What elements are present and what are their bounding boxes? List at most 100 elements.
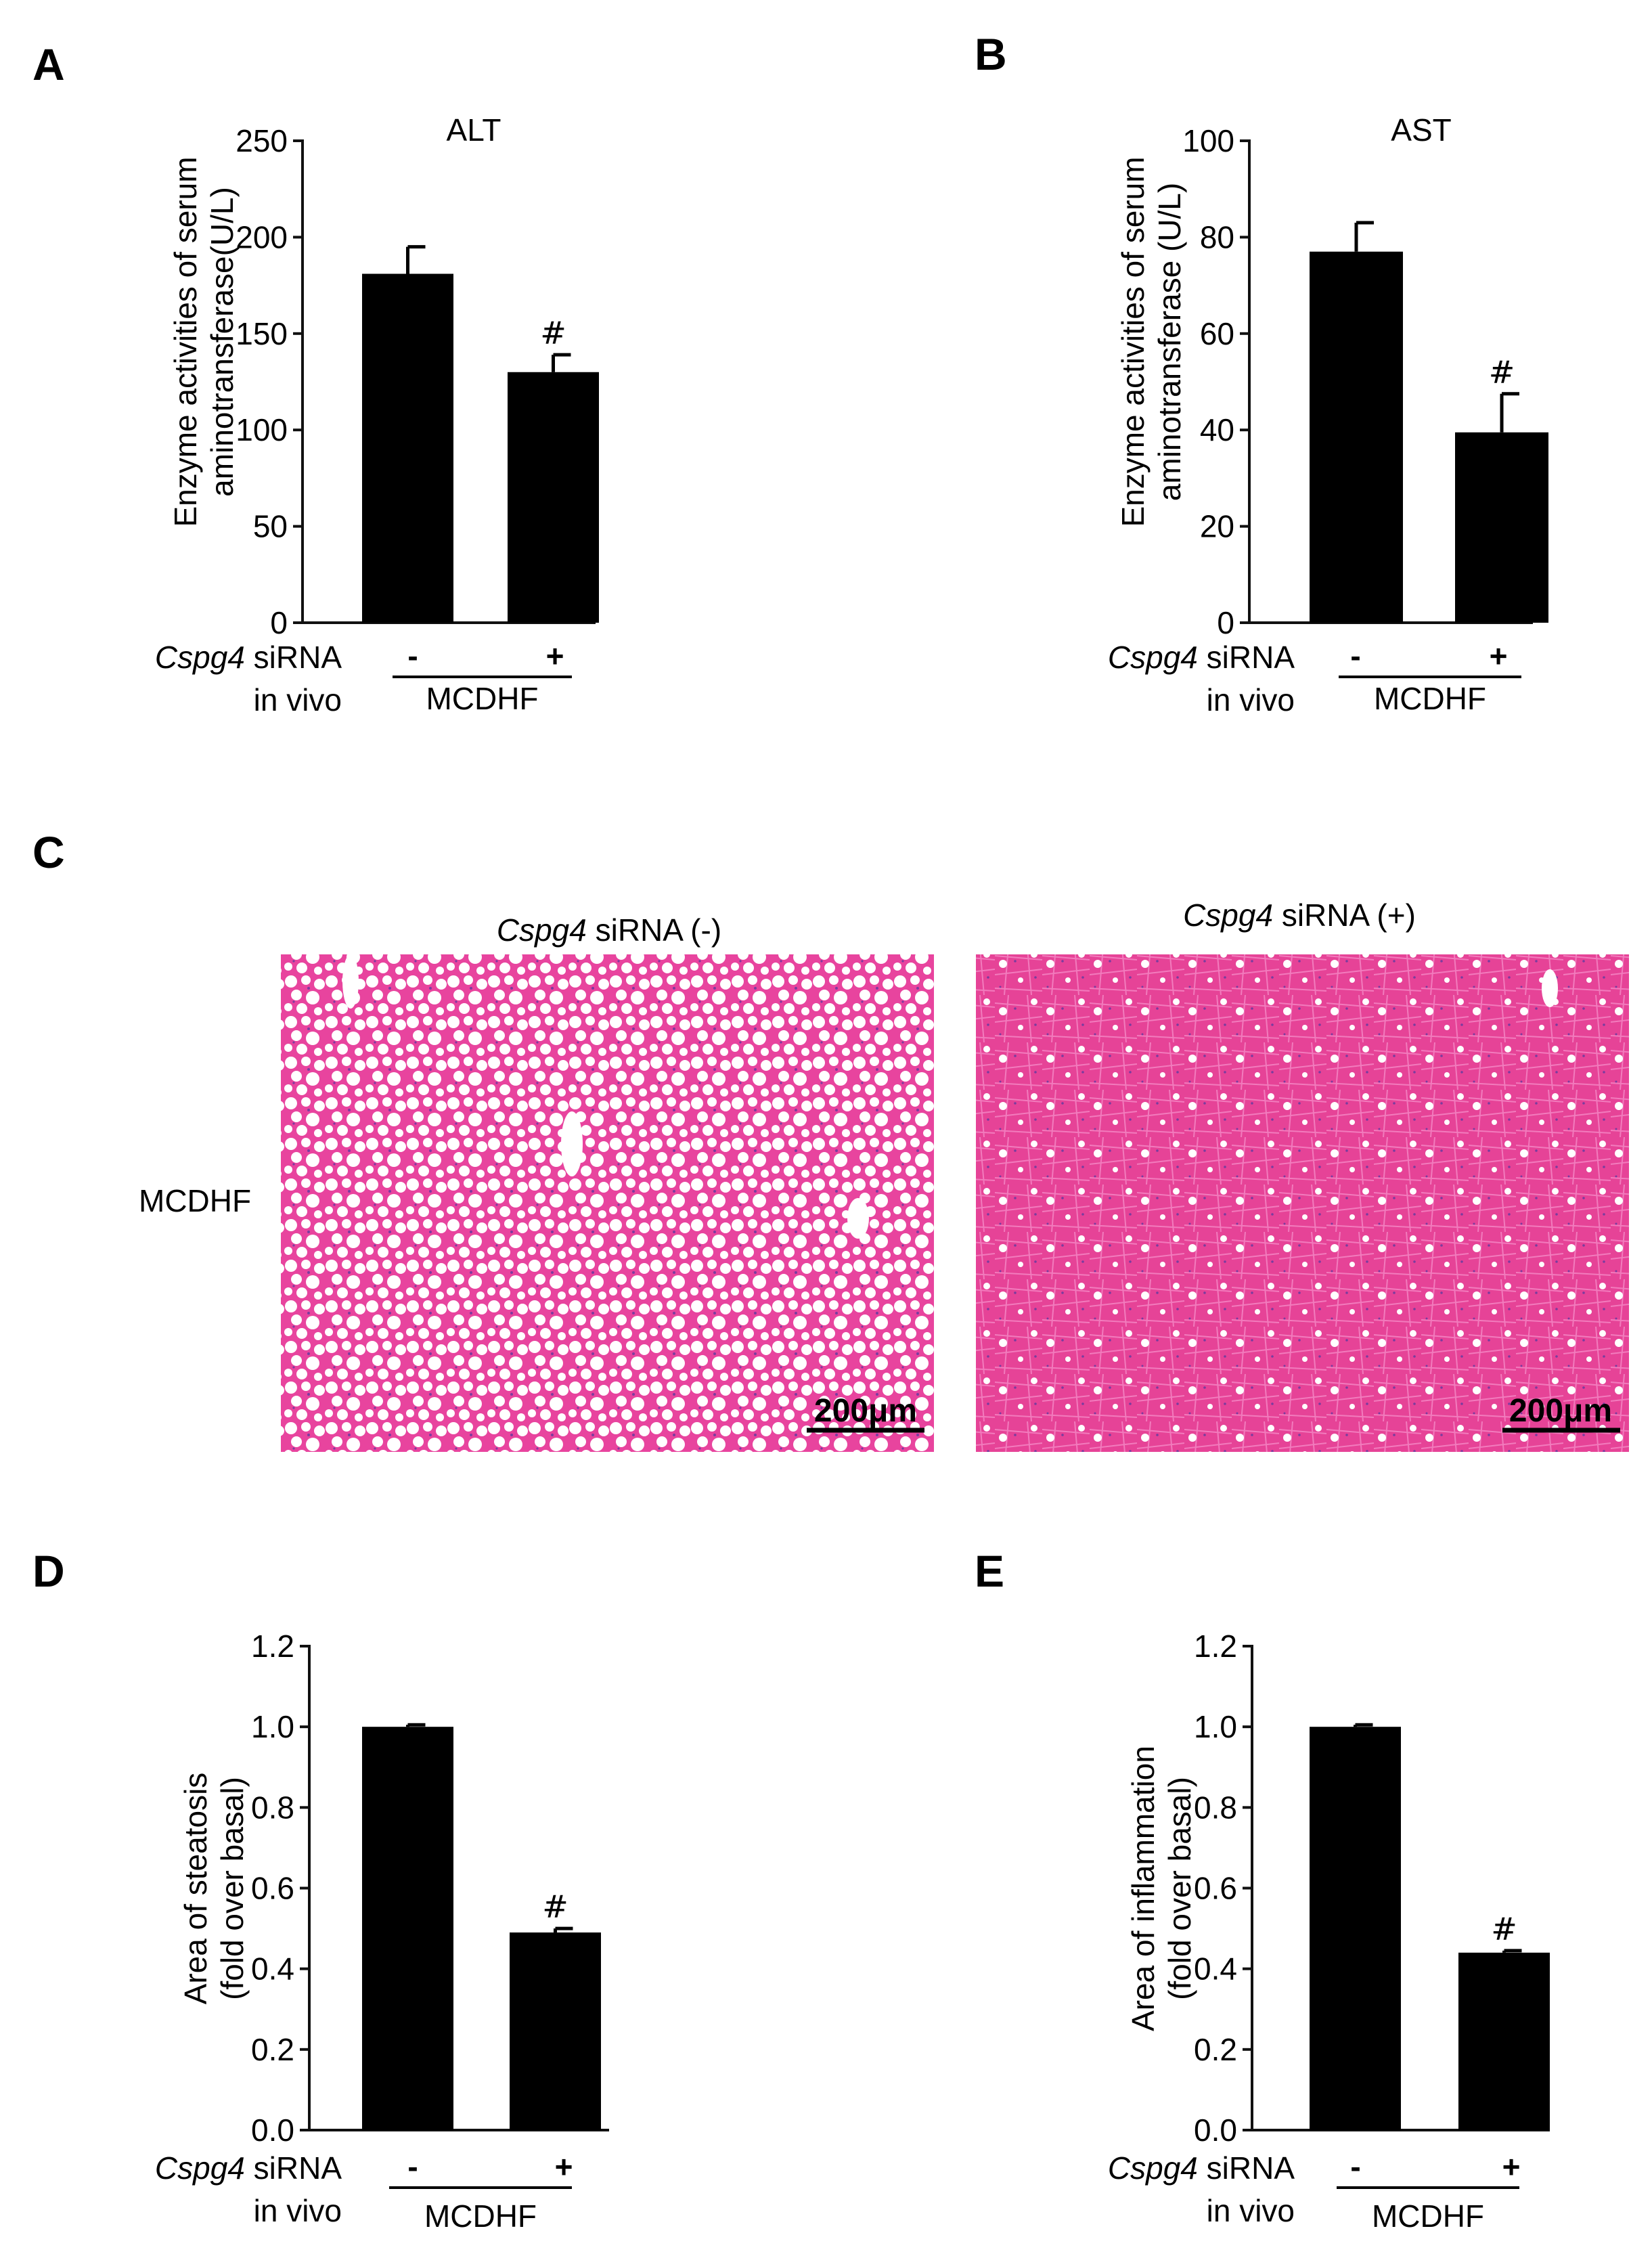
y-tick-label: 150 bbox=[236, 316, 288, 351]
y-tick-label: 20 bbox=[1200, 509, 1234, 544]
histology-image-sirna-plus bbox=[976, 954, 1629, 1452]
treatment-rest: siRNA bbox=[245, 2150, 342, 2186]
y-tick-label: 0.8 bbox=[251, 1790, 294, 1825]
vessel-lumen bbox=[561, 1111, 583, 1176]
group-label: MCDHF bbox=[426, 681, 538, 716]
y-tick-label: 0.4 bbox=[251, 1951, 294, 1987]
y-tick-label: 0.2 bbox=[1194, 2032, 1237, 2067]
panel-letter-d: D bbox=[32, 1546, 65, 1596]
x-category-label: - bbox=[1350, 638, 1360, 673]
histology-image-sirna-minus bbox=[281, 954, 934, 1452]
histology-panel: Cspg4 siRNA (-) Cspg4 siRNA (+) MCDHF 20… bbox=[139, 898, 1629, 1452]
y-tick-label: 80 bbox=[1200, 219, 1234, 255]
y-tick-label: 0 bbox=[270, 605, 288, 640]
group-label: MCDHF bbox=[1374, 681, 1486, 716]
bar bbox=[508, 372, 599, 623]
y-tick-label: 0.8 bbox=[1194, 1790, 1237, 1825]
y-axis-label-line: aminotransferase(U/L) bbox=[204, 187, 240, 497]
panel-letter-b: B bbox=[975, 29, 1007, 79]
y-axis-label: Enzyme activities of serumaminotransfera… bbox=[1115, 156, 1187, 527]
scale-bar-label: 200μm bbox=[814, 1393, 917, 1429]
bar-chart-alt: 0 50 100 150 200 250 ALT Enzyme activities of s… bbox=[155, 112, 599, 717]
significance-mark: # bbox=[540, 315, 566, 351]
treatment-rest: siRNA bbox=[245, 640, 342, 675]
panel-letter-e: E bbox=[975, 1546, 1004, 1596]
x-category-label: - bbox=[407, 2149, 418, 2184]
treatment-label: Cspg4 siRNA bbox=[155, 640, 342, 675]
histology-row-label: MCDHF bbox=[139, 1183, 251, 1218]
bar bbox=[1310, 251, 1403, 623]
bar bbox=[1458, 1952, 1550, 2130]
y-tick-label: 0.0 bbox=[251, 2113, 294, 2148]
y-tick-label: 0 bbox=[1217, 605, 1234, 640]
significance-mark: # bbox=[1491, 1911, 1517, 1947]
y-tick-label: 0.6 bbox=[251, 1871, 294, 1906]
vessel-lumen bbox=[847, 1198, 869, 1239]
treatment-rest: siRNA bbox=[1198, 2150, 1295, 2186]
scale-bar-label: 200μm bbox=[1509, 1393, 1612, 1429]
y-tick-label: 60 bbox=[1200, 316, 1234, 351]
significance-mark: # bbox=[1489, 354, 1515, 391]
treatment-label: Cspg4 siRNA bbox=[1108, 640, 1295, 675]
x-category-label: + bbox=[555, 2149, 573, 2184]
x-category-label: - bbox=[407, 638, 418, 673]
y-axis-label-line: Enzyme activities of serum bbox=[168, 156, 203, 527]
bar bbox=[362, 273, 453, 623]
panel-letter-c: C bbox=[32, 827, 65, 877]
x-category-label: + bbox=[1490, 638, 1508, 673]
bar bbox=[362, 1727, 453, 2130]
y-tick-label: 0.0 bbox=[1194, 2113, 1237, 2148]
y-axis-label-line: (fold over basal) bbox=[215, 1777, 250, 2000]
treatment-label: Cspg4 siRNA bbox=[155, 2150, 342, 2186]
bar-chart-steatosis: 0.0 0.2 0.4 0.6 0.8 1.0 1.2 Area of steatosis(f… bbox=[155, 1629, 609, 2234]
y-axis-label-line: Enzyme activities of serum bbox=[1115, 156, 1151, 527]
bar-chart-ast: 0 20 40 60 80 100 AST Enzyme activities of seru… bbox=[1108, 112, 1548, 717]
x-category-label: + bbox=[1502, 2149, 1521, 2184]
treatment-label-line2: in vivo bbox=[1207, 682, 1295, 717]
treatment-gene: Cspg4 bbox=[1108, 640, 1198, 675]
treatment-gene: Cspg4 bbox=[155, 640, 245, 675]
y-tick-label: 40 bbox=[1200, 412, 1234, 447]
y-tick-label: 1.0 bbox=[1194, 1709, 1237, 1744]
y-axis-label-line: (fold over basal) bbox=[1162, 1777, 1197, 2000]
y-tick-label: 0.4 bbox=[1194, 1951, 1237, 1987]
vessel-lumen bbox=[342, 954, 359, 1009]
bar bbox=[510, 1932, 601, 2130]
y-tick-label: 0.2 bbox=[251, 2032, 294, 2067]
treatment-label-line2: in vivo bbox=[1207, 2193, 1295, 2228]
histology-col2-title: Cspg4 siRNA (+) bbox=[1183, 898, 1416, 933]
y-axis-label: Enzyme activities of serumaminotransfera… bbox=[168, 156, 240, 527]
y-axis-label-line: Area of inflammation bbox=[1125, 1746, 1161, 2031]
treatment-gene: Cspg4 bbox=[1108, 2150, 1198, 2186]
treatment-gene: Cspg4 bbox=[155, 2150, 245, 2186]
y-tick-label: 100 bbox=[1182, 123, 1234, 158]
treatment-label-line2: in vivo bbox=[254, 682, 342, 717]
bar bbox=[1310, 1727, 1401, 2130]
panel-letter-a: A bbox=[32, 39, 65, 89]
chart-title: AST bbox=[1391, 112, 1451, 148]
y-tick-label: 250 bbox=[236, 123, 288, 158]
treatment-rest: siRNA bbox=[1198, 640, 1295, 675]
x-category-label: + bbox=[546, 638, 564, 673]
treatment-label: Cspg4 siRNA bbox=[1108, 2150, 1295, 2186]
treatment-label-line2: in vivo bbox=[254, 2193, 342, 2228]
y-tick-label: 50 bbox=[253, 509, 288, 544]
group-label: MCDHF bbox=[1372, 2198, 1484, 2234]
histology-col1-title: Cspg4 siRNA (-) bbox=[497, 912, 721, 948]
chart-title: ALT bbox=[447, 112, 501, 148]
group-label: MCDHF bbox=[424, 2198, 537, 2234]
y-axis-label: Area of inflammation(fold over basal) bbox=[1125, 1746, 1197, 2031]
y-tick-label: 200 bbox=[236, 219, 288, 255]
y-tick-label: 1.0 bbox=[251, 1709, 294, 1744]
y-tick-label: 1.2 bbox=[1194, 1629, 1237, 1664]
y-tick-label: 100 bbox=[236, 412, 288, 447]
vessel-lumen bbox=[1542, 969, 1558, 1007]
y-axis-label-line: aminotransferase (U/L) bbox=[1152, 183, 1187, 501]
significance-mark: # bbox=[542, 1888, 568, 1925]
bar bbox=[1455, 432, 1548, 623]
y-tick-label: 1.2 bbox=[251, 1629, 294, 1664]
y-axis-label: Area of steatosis(fold over basal) bbox=[178, 1773, 250, 2005]
y-axis-label-line: Area of steatosis bbox=[178, 1773, 213, 2005]
bar-chart-inflammation: 0.0 0.2 0.4 0.6 0.8 1.0 1.2 Area of inflammatio… bbox=[1108, 1629, 1550, 2234]
